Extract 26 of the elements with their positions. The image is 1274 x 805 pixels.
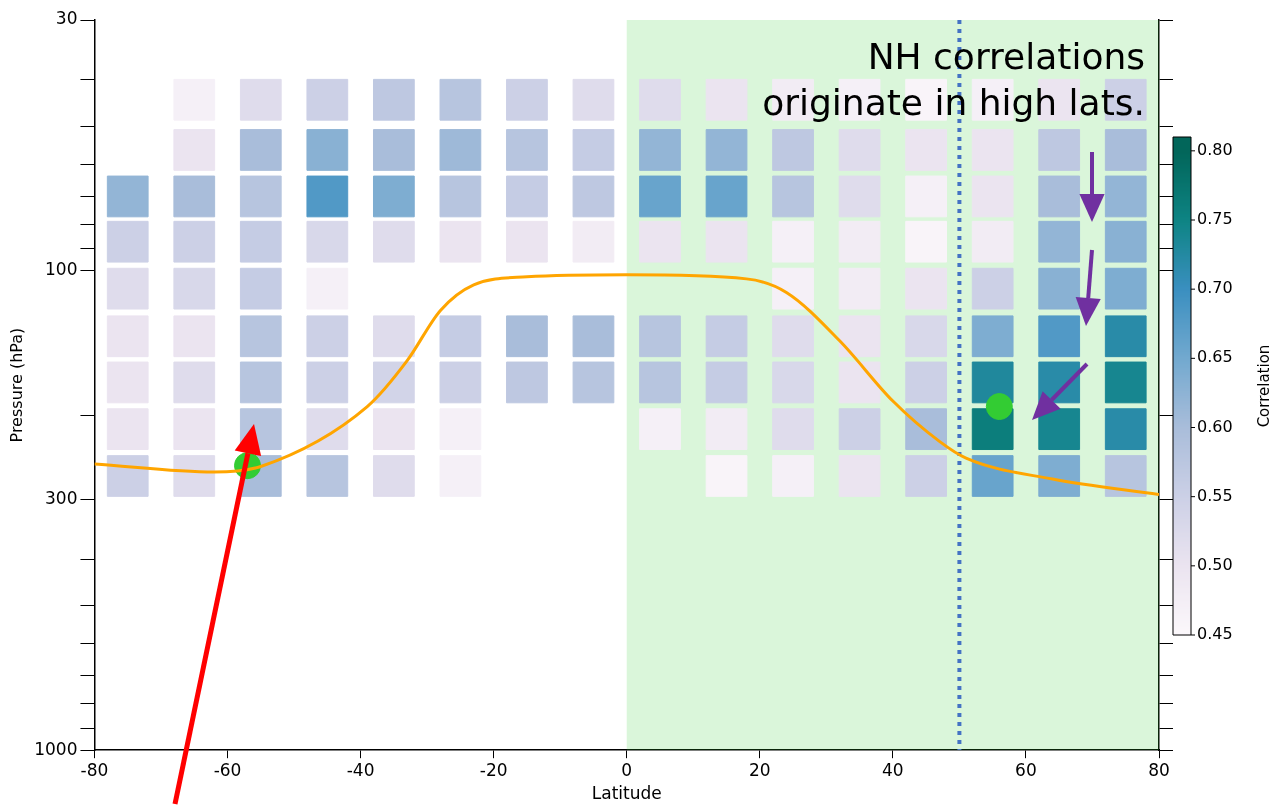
color-bar-title: Correlation xyxy=(1254,344,1273,428)
line-series xyxy=(94,273,1159,497)
x-tick-label: -80 xyxy=(80,759,109,780)
x-axis-title: Latitude xyxy=(591,783,662,804)
x-tick-label: 80 xyxy=(1148,759,1170,780)
color-bar-label: 0.65 xyxy=(1197,347,1233,367)
y-tick-label: 300 xyxy=(45,487,78,508)
x-tick-label: -60 xyxy=(213,759,242,780)
y-tick-label: 30 xyxy=(55,8,78,29)
color-bar-label: 0.55 xyxy=(1197,485,1233,505)
x-tick-label: 0 xyxy=(621,759,633,780)
y-tick-label: 100 xyxy=(45,259,78,280)
color-bar-label: 0.75 xyxy=(1197,209,1233,229)
x-tick-label: 60 xyxy=(1015,759,1037,780)
color-bar-label: 0.50 xyxy=(1197,554,1233,574)
x-tick-label: 40 xyxy=(882,759,904,780)
color-bar-label: 0.60 xyxy=(1197,416,1233,436)
y-tick-label: 1000 xyxy=(34,738,78,759)
color-bar-label: 0.45 xyxy=(1197,624,1233,644)
color-bar-label: 0.80 xyxy=(1197,139,1233,159)
color-bar-label: 0.70 xyxy=(1197,278,1233,298)
x-tick-label: 20 xyxy=(748,759,771,780)
x-tick-label: -20 xyxy=(479,759,508,780)
annotation: NH correlations originate in high lats. xyxy=(762,36,1145,124)
x-tick-label: -40 xyxy=(346,759,375,780)
y-axis-title: Pressure (hPa) xyxy=(6,327,26,443)
